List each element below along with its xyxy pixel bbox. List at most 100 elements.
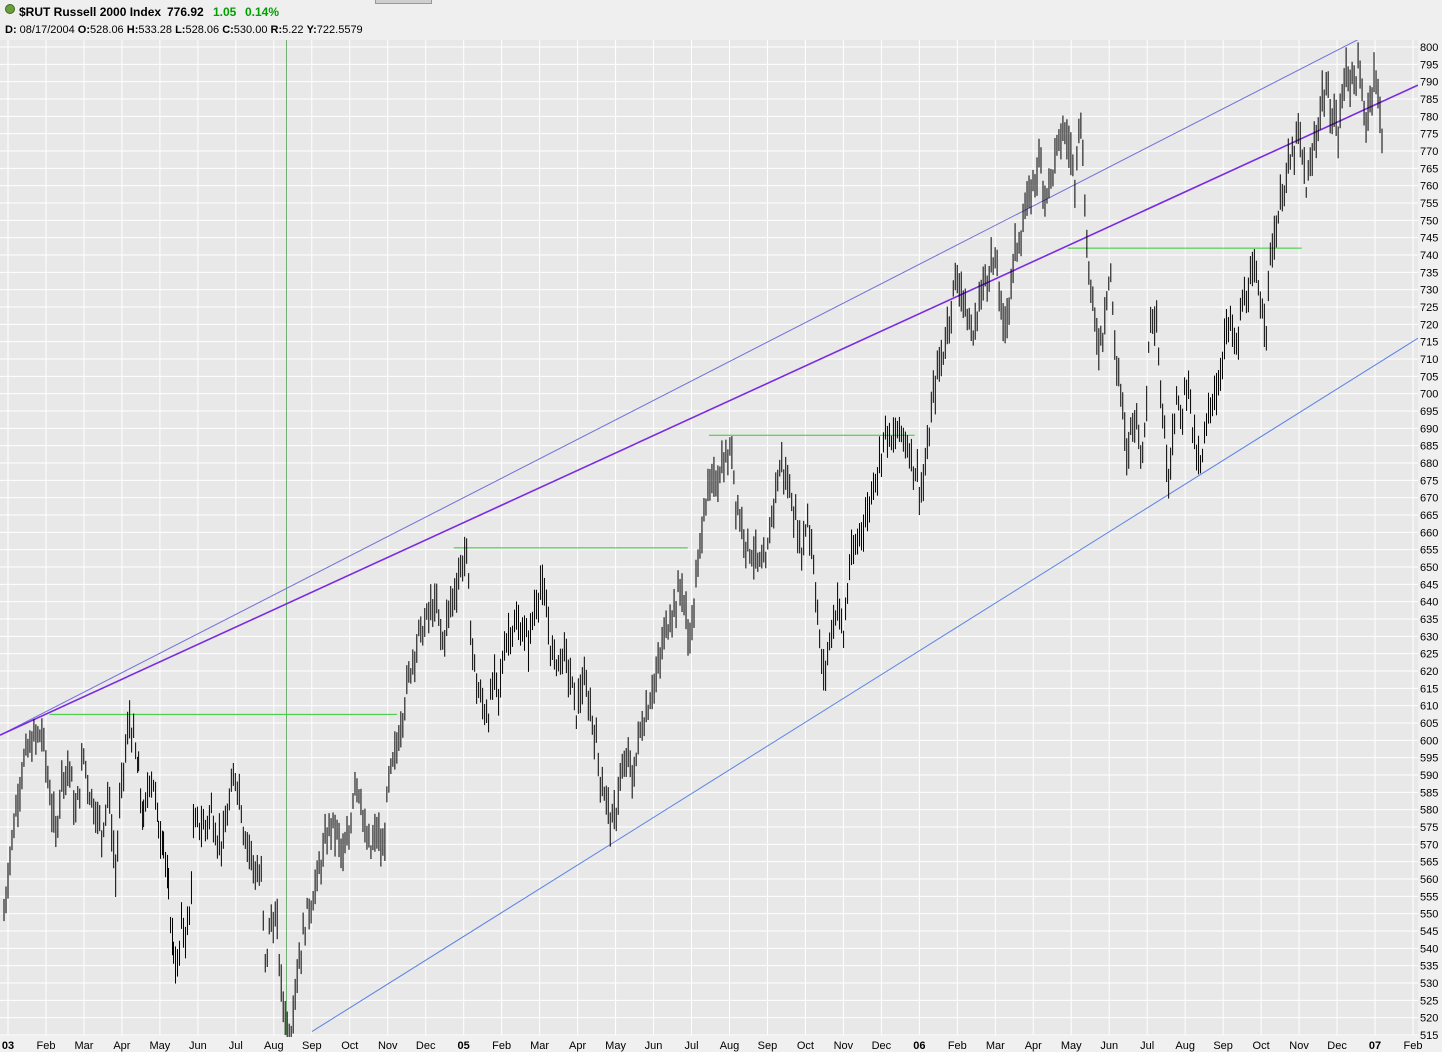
y-tick-label: 600 (1420, 735, 1438, 747)
y-tick-label: 530 (1420, 978, 1438, 990)
y-tick-label: 540 (1420, 943, 1438, 955)
y-tick-label: 705 (1420, 371, 1438, 383)
y-tick-label: 610 (1420, 701, 1438, 713)
price-change-percent: 0.14% (245, 5, 280, 19)
top-tab-button[interactable] (375, 0, 432, 4)
y-tick-label: 735 (1420, 267, 1438, 279)
x-tick-label: 07 (1369, 1040, 1381, 1052)
y-tick-label: 785 (1420, 94, 1438, 106)
y-tick-label: 685 (1420, 441, 1438, 453)
x-tick-label: Jun (1100, 1040, 1118, 1052)
y-tick-label: 680 (1420, 458, 1438, 470)
y-tick-label: 575 (1420, 822, 1438, 834)
ohlc-readout: D: 08/17/2004 O:528.06 H:533.28 L:528.06… (0, 22, 1442, 40)
y-tick-label: 780 (1420, 111, 1438, 123)
trendline-channel-bottom (311, 337, 1418, 1032)
low-value: 528.06 (185, 24, 220, 36)
x-tick-label: Sep (1213, 1040, 1233, 1052)
y-tick-label: 640 (1420, 597, 1438, 609)
y-tick-label: 635 (1420, 614, 1438, 626)
x-axis-panel (0, 1037, 1418, 1052)
y-tick-label: 615 (1420, 683, 1438, 695)
plot-background (0, 40, 1418, 1036)
range-value: 5.22 (282, 24, 304, 36)
x-tick-label: Oct (1253, 1040, 1270, 1052)
y-tick-label: 570 (1420, 839, 1438, 851)
date-value: 08/17/2004 (19, 24, 75, 36)
y-tick-label: 790 (1420, 77, 1438, 89)
y-tick-label: 585 (1420, 787, 1438, 799)
ohlc-readout-line: D: 08/17/2004 O:528.06 H:533.28 L:528.06… (5, 24, 363, 36)
y-tick-label: 795 (1420, 59, 1438, 71)
x-tick-label: Dec (416, 1040, 436, 1052)
x-tick-label: Aug (1175, 1040, 1195, 1052)
x-tick-label: 06 (913, 1040, 925, 1052)
y-tick-label: 720 (1420, 319, 1438, 331)
close-label: C: (222, 24, 234, 36)
x-tick-label: Dec (872, 1040, 892, 1052)
x-tick-label: May (150, 1040, 171, 1052)
y-axis-panel (1418, 40, 1442, 1052)
x-tick-label: Apr (569, 1040, 586, 1052)
y-tick-label: 695 (1420, 406, 1438, 418)
y-tick-label: 555 (1420, 891, 1438, 903)
x-tick-label: Feb (1404, 1040, 1423, 1052)
y-tick-label: 590 (1420, 770, 1438, 782)
x-tick-label: Jul (1140, 1040, 1154, 1052)
x-tick-label: Mar (986, 1040, 1005, 1052)
y-tick-label: 665 (1420, 510, 1438, 522)
open-value: 528.06 (90, 24, 124, 36)
price-change: 1.05 (213, 5, 237, 19)
date-label: D: (5, 24, 17, 36)
x-tick-label: Feb (492, 1040, 511, 1052)
x-tick-label: May (1061, 1040, 1082, 1052)
y-tick-label: 620 (1420, 666, 1438, 678)
y-value: 722.5579 (316, 24, 363, 36)
y-tick-label: 745 (1420, 233, 1438, 245)
x-tick-label: Oct (341, 1040, 358, 1052)
y-tick-label: 560 (1420, 874, 1438, 886)
y-label: Y: (306, 24, 317, 36)
x-tick-label: Dec (1327, 1040, 1347, 1052)
price-bars (3, 42, 1383, 1050)
symbol-status-icon[interactable] (5, 4, 15, 14)
x-tick-label: Nov (1289, 1040, 1309, 1052)
x-tick-label: Jun (189, 1040, 207, 1052)
grid-lines (0, 40, 1418, 1036)
y-tick-label: 520 (1420, 1013, 1438, 1025)
x-tick-label: 03 (2, 1040, 14, 1052)
y-tick-label: 765 (1420, 163, 1438, 175)
price-chart[interactable]: 515 520 525 530 535 540 545 550 555 560 565 570 575 5… (0, 40, 1442, 1052)
y-tick-label: 700 (1420, 389, 1438, 401)
y-tick-label: 715 (1420, 337, 1438, 349)
y-tick-label: 525 (1420, 995, 1438, 1007)
low-label: L: (175, 24, 186, 36)
x-tick-label: Feb (36, 1040, 55, 1052)
trendline-channel-top (0, 40, 1359, 736)
chart-title: $RUT Russell 2000 Index (19, 5, 162, 19)
y-tick-label: 725 (1420, 302, 1438, 314)
y-tick-label: 710 (1420, 354, 1438, 366)
x-tick-label: Sep (758, 1040, 778, 1052)
horizontal-levels (49, 247, 1302, 715)
y-tick-label: 550 (1420, 909, 1438, 921)
y-axis: 515 520 525 530 535 540 545 550 555 560 565 570 575 5… (1418, 40, 1442, 1052)
x-tick-label: Aug (720, 1040, 740, 1052)
x-tick-label: Jul (229, 1040, 243, 1052)
y-tick-label: 730 (1420, 285, 1438, 297)
y-tick-label: 645 (1420, 579, 1438, 591)
chart-title-bar: $RUT Russell 2000 Index 776.92 1.05 0.14… (0, 0, 1442, 22)
x-tick-label: Apr (113, 1040, 130, 1052)
last-price: 776.92 (167, 5, 204, 19)
y-tick-label: 605 (1420, 718, 1438, 730)
trendlines (0, 40, 1418, 1032)
x-tick-label: 05 (458, 1040, 470, 1052)
x-tick-label: Nov (378, 1040, 398, 1052)
y-tick-label: 770 (1420, 146, 1438, 158)
y-tick-label: 545 (1420, 926, 1438, 938)
high-label: H: (126, 24, 139, 36)
range-label: R: (270, 24, 283, 36)
x-tick-label: Apr (1025, 1040, 1042, 1052)
y-tick-label: 630 (1420, 631, 1438, 643)
trendline-resistance (0, 84, 1418, 736)
